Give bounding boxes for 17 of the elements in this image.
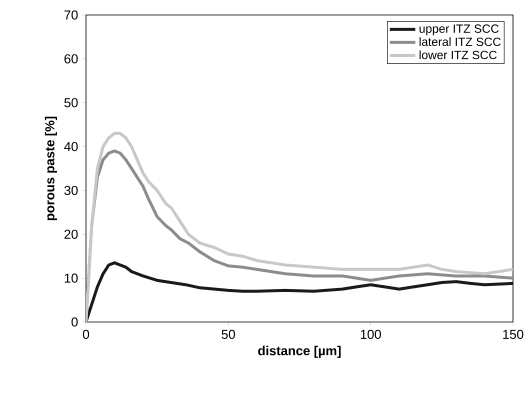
y-tick-label: 10 (64, 274, 78, 283)
y-tick-label: 30 (64, 186, 78, 196)
legend-label: lateral ITZ SCC (420, 37, 501, 46)
y-tick-label: 40 (64, 142, 78, 152)
y-tick-label: 60 (64, 54, 78, 64)
x-tick-label: 100 (360, 330, 381, 339)
x-tick-label: 150 (503, 330, 524, 339)
legend-label: lower ITZ SCC (420, 50, 497, 60)
x-tick-label: 0 (82, 330, 90, 339)
y-axis-title: porous paste [%] (44, 116, 57, 220)
y-tick-label: 70 (64, 10, 78, 20)
x-tick-label: 50 (222, 330, 236, 339)
x-axis-title: distance [µm] (258, 346, 341, 358)
y-tick-label: 20 (64, 230, 78, 239)
y-tick-label: 0 (72, 317, 78, 327)
y-tick-label: 50 (64, 98, 78, 108)
legend-label: upper ITZ SCC (420, 24, 499, 36)
